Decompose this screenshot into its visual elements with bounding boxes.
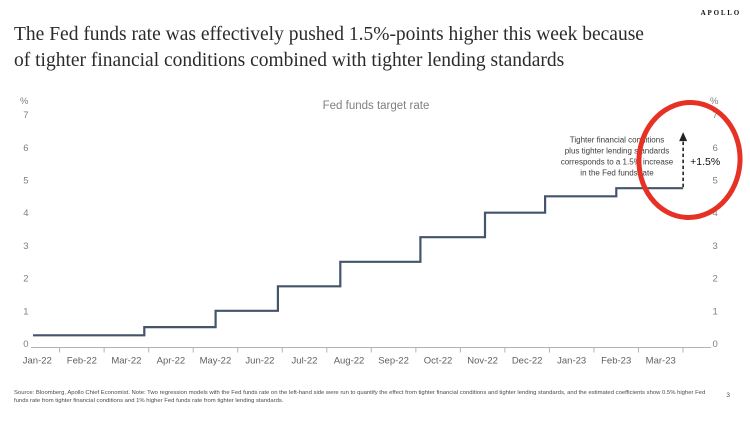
apollo-logo: APOLLO xyxy=(700,9,741,17)
x-axis-label: Jul-22 xyxy=(292,356,318,367)
source-note: Source: Bloomberg, Apollo Chief Economis… xyxy=(14,390,706,405)
slide-title-line-2: of tighter financial conditions combined… xyxy=(14,50,565,71)
annotation-text-line: Tighter financial conditions xyxy=(570,136,664,145)
x-axis-label: May-22 xyxy=(200,356,232,367)
y-axis-label-left: 0 xyxy=(23,339,28,350)
slide-title: The Fed funds rate was effectively pushe… xyxy=(14,22,726,74)
chart-title: Fed funds target rate xyxy=(323,100,430,112)
x-axis-label: Sep-22 xyxy=(378,356,409,367)
y-axis-label-right: 0 xyxy=(713,339,718,350)
y-axis-label-left: 4 xyxy=(23,208,28,219)
x-axis-label: Nov-22 xyxy=(467,356,498,367)
red-circle-highlight xyxy=(636,100,743,220)
x-axis-label: Dec-22 xyxy=(512,356,543,367)
y-axis-label-right: 7 xyxy=(713,110,718,121)
y-axis-label-right: 4 xyxy=(713,208,718,219)
y-axis-label-right: 1 xyxy=(713,306,718,317)
y-axis-label-left: 1 xyxy=(23,306,28,317)
y-axis-label-left: 6 xyxy=(23,143,28,154)
y-axis-label-right: 3 xyxy=(713,241,718,252)
x-axis-label: Oct-22 xyxy=(424,356,453,367)
x-axis-label: Feb-23 xyxy=(601,356,631,367)
x-axis-label: Apr-22 xyxy=(157,356,186,367)
y-axis-unit-left: % xyxy=(20,96,29,107)
y-axis-label-left: 5 xyxy=(23,176,28,187)
x-axis-label: Aug-22 xyxy=(334,356,365,367)
x-axis-label: Jun-22 xyxy=(245,356,274,367)
x-axis-label: Mar-22 xyxy=(111,356,141,367)
y-axis-label-left: 7 xyxy=(23,110,28,121)
fed-funds-step-line xyxy=(33,187,684,337)
page-number: 3 xyxy=(726,392,730,399)
arrowhead-up-icon xyxy=(679,132,688,142)
x-axis-label: Jan-23 xyxy=(557,356,586,367)
slide-title-line-1: The Fed funds rate was effectively pushe… xyxy=(14,24,644,45)
y-axis-label-right: 2 xyxy=(713,274,718,285)
y-axis-label-left: 3 xyxy=(23,241,28,252)
x-axis-label: Feb-22 xyxy=(67,356,97,367)
annotation-text-line: corresponds to a 1.5% increase xyxy=(561,158,674,167)
annotation-text-line: plus tighter lending standards xyxy=(565,147,670,156)
y-axis-label-right: 6 xyxy=(713,143,718,154)
x-axis-label: Mar-23 xyxy=(646,356,676,367)
y-axis-unit-right: % xyxy=(710,96,719,107)
annotation-text-line: in the Fed funds rate xyxy=(580,169,654,178)
y-axis-label-right: 5 xyxy=(713,176,718,187)
x-axis-label: Jan-22 xyxy=(23,356,52,367)
arrow-increase-label: +1.5% xyxy=(690,156,720,168)
y-axis-label-left: 2 xyxy=(23,274,28,285)
